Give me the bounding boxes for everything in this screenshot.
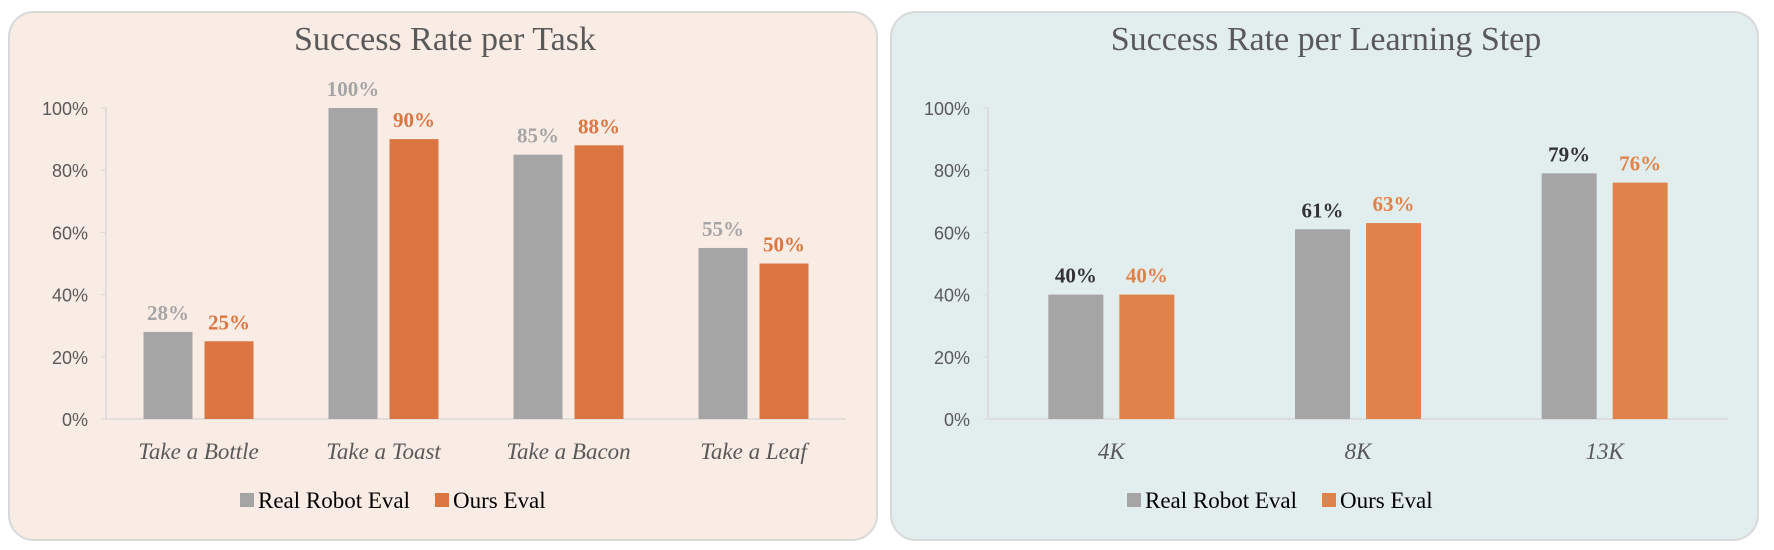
legend-swatch: [1322, 493, 1336, 507]
legend-label: Real Robot Eval: [1145, 488, 1297, 513]
data-label: 40%: [1055, 264, 1097, 288]
data-label: 61%: [1302, 198, 1344, 222]
legend-label: Real Robot Eval: [258, 488, 410, 513]
data-label: 79%: [1548, 142, 1590, 166]
bar-ours-eval: [1612, 182, 1668, 419]
step-bar-chart: Success Rate per Learning Step 0% 20% 40% 6…: [924, 21, 1728, 513]
legend-label: Ours Eval: [1340, 488, 1433, 513]
data-label: 100%: [327, 77, 380, 101]
data-label: 76%: [1619, 152, 1661, 176]
legend-label: Ours Eval: [453, 488, 546, 513]
y-tick-label: 60%: [52, 223, 88, 243]
data-label: 88%: [578, 114, 620, 138]
chart-title: Success Rate per Task: [294, 21, 596, 58]
task-chart-panel: Success Rate per Task 0% 20% 40% 60% 80% 100%…: [8, 11, 878, 541]
data-label: 40%: [1126, 264, 1168, 288]
y-tick-label: 100%: [42, 99, 88, 119]
bar-real-robot-eval: [1541, 173, 1597, 419]
y-tick-label: 0%: [944, 410, 970, 430]
x-tick-label: 13K: [1585, 439, 1625, 464]
bar-ours-eval: [204, 341, 254, 419]
step-chart-panel: Success Rate per Learning Step 0% 20% 40% 6…: [890, 11, 1759, 541]
y-tick-label: 40%: [52, 286, 88, 306]
bar-real-robot-eval: [1295, 229, 1350, 419]
x-tick-label: Take a Bacon: [506, 439, 630, 464]
chart-title: Success Rate per Learning Step: [1111, 21, 1542, 58]
x-tick-label: 4K: [1098, 439, 1127, 464]
y-tick-label: 80%: [934, 161, 970, 181]
bar-real-robot-eval: [1048, 294, 1104, 419]
y-tick-label: 0%: [62, 410, 88, 430]
bar-ours-eval: [574, 145, 624, 419]
y-tick-label: 40%: [934, 286, 970, 306]
data-label: 63%: [1373, 192, 1415, 216]
y-tick-label: 20%: [52, 348, 88, 368]
x-tick-label: Take a Bottle: [138, 439, 259, 464]
data-label: 55%: [702, 217, 744, 241]
bar-real-robot-eval: [328, 108, 378, 419]
bar-real-robot-eval: [143, 331, 193, 419]
data-label: 25%: [208, 310, 250, 334]
y-tick-label: 80%: [52, 161, 88, 181]
bar-real-robot-eval: [513, 154, 563, 419]
legend-swatch: [240, 493, 254, 507]
y-tick-label: 60%: [934, 223, 970, 243]
bar-ours-eval: [759, 263, 809, 419]
bar-ours-eval: [1119, 294, 1175, 419]
data-label: 28%: [147, 301, 189, 325]
y-tick-label: 20%: [934, 348, 970, 368]
data-label: 90%: [393, 108, 435, 132]
bar-real-robot-eval: [698, 247, 748, 419]
bar-ours-eval: [1366, 223, 1421, 419]
y-tick-label: 100%: [924, 99, 970, 119]
legend-swatch: [1127, 493, 1141, 507]
x-tick-label: 8K: [1345, 439, 1374, 464]
bar-ours-eval: [389, 139, 439, 419]
x-tick-label: Take a Toast: [326, 439, 441, 464]
task-bar-chart: Success Rate per Task 0% 20% 40% 60% 80% 100%…: [42, 21, 846, 513]
x-tick-label: Take a Leaf: [700, 439, 810, 464]
data-label: 85%: [517, 124, 559, 148]
data-label: 50%: [763, 233, 805, 257]
legend-swatch: [435, 493, 449, 507]
